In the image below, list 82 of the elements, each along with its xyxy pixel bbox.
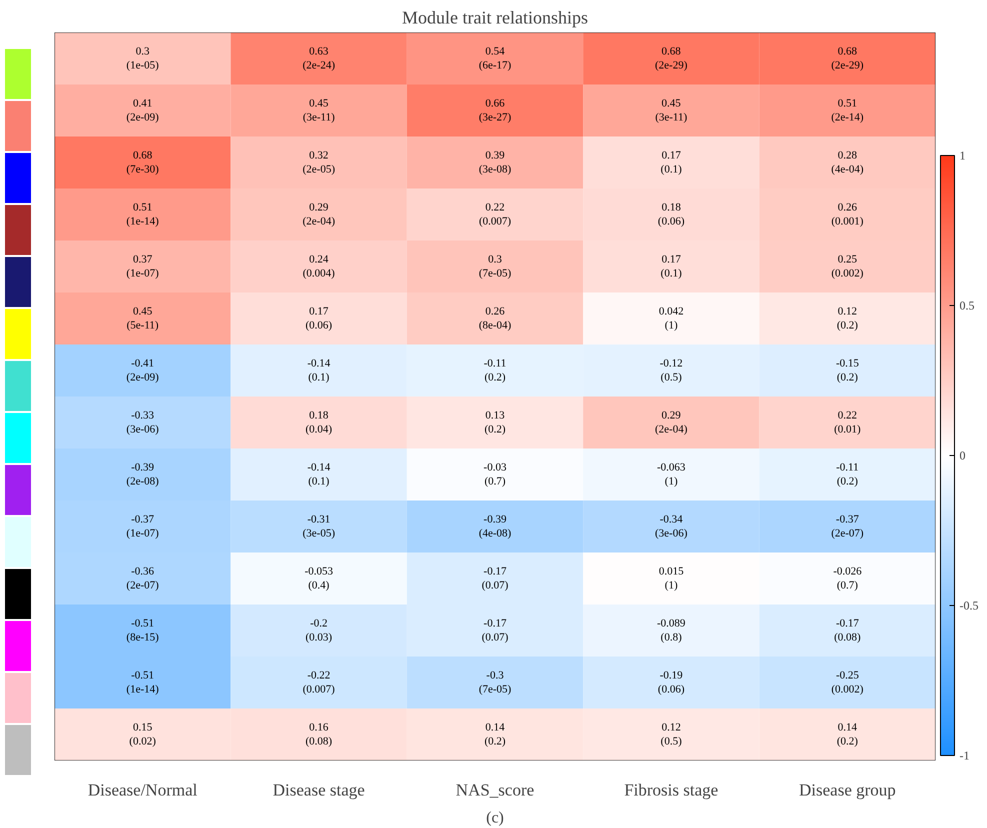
data-label: 0.41 (2e-09) (126, 97, 160, 124)
data-label: 0.25 (0.002) (831, 253, 864, 280)
data-label: -0.026 (0.7) (833, 565, 862, 592)
data-label: 0.3 (7e-05) (478, 253, 512, 280)
data-label: -0.37 (2e-07) (831, 513, 864, 540)
data-label: 0.17 (0.1) (660, 253, 682, 280)
data-label: 0.042 (1) (658, 305, 684, 332)
data-label: 0.37 (1e-07) (126, 253, 160, 280)
data-label: -0.41 (2e-09) (126, 357, 160, 384)
data-label: 0.17 (0.06) (306, 305, 332, 332)
data-label: -0.25 (0.002) (831, 669, 864, 696)
data-label: 0.39 (3e-08) (478, 149, 512, 176)
data-label: -0.37 (1e-07) (126, 513, 160, 540)
data-label: 0.14 (0.2) (484, 721, 506, 748)
data-label: 0.32 (2e-05) (302, 149, 336, 176)
data-label: -0.17 (0.07) (482, 617, 509, 644)
data-label: -0.03 (0.7) (484, 461, 507, 488)
color-bar-label: 1 (960, 148, 966, 162)
data-label: -0.39 (2e-08) (126, 461, 160, 488)
data-label: 0.68 (2e-29) (655, 45, 688, 72)
data-label: 0.26 (8e-04) (478, 305, 512, 332)
data-label: -0.22 (0.007) (302, 669, 336, 696)
color-bar-label: -0.5 (960, 598, 978, 612)
data-label: -0.14 (0.1) (307, 357, 331, 384)
data-label: 0.45 (3e-11) (302, 97, 336, 124)
data-label: -0.2 (0.03) (306, 617, 332, 644)
data-label: 0.28 (4e-04) (831, 149, 864, 176)
data-label: 0.68 (7e-30) (126, 149, 160, 176)
data-label: -0.11 (0.2) (484, 357, 506, 384)
data-label: -0.33 (3e-06) (126, 409, 160, 436)
data-label: 0.24 (0.004) (302, 253, 336, 280)
data-label: -0.36 (2e-07) (126, 565, 160, 592)
text: (c) (486, 810, 504, 826)
data-label: 0.16 (0.08) (306, 721, 332, 748)
data-label: -0.51 (1e-14) (126, 669, 160, 696)
data-label: 0.12 (0.2) (836, 305, 858, 332)
data-label: 0.22 (0.007) (478, 201, 512, 228)
data-label: 0.13 (0.2) (484, 409, 506, 436)
data-label: -0.39 (4e-08) (478, 513, 512, 540)
data-label: 0.12 (0.5) (660, 721, 682, 748)
data-label: 0.18 (0.04) (306, 409, 332, 436)
color-bar-label: 0.5 (960, 298, 974, 312)
data-label: 0.51 (1e-14) (126, 201, 160, 228)
data-label: 0.15 (0.02) (129, 721, 156, 748)
data-label: -0.14 (0.1) (307, 461, 331, 488)
data-label: -0.3 (7e-05) (478, 669, 512, 696)
data-label: 0.54 (6e-17) (478, 45, 512, 72)
data-label: 0.51 (2e-14) (831, 97, 864, 124)
data-label: 0.14 (0.2) (836, 721, 858, 748)
color-bar-label: -1 (960, 748, 970, 762)
data-label: -0.11 (0.2) (836, 461, 859, 488)
data-label: 0.29 (2e-04) (655, 409, 688, 436)
data-label: -0.34 (3e-06) (655, 513, 688, 540)
x-tick-label: Disease stage (272, 780, 365, 800)
data-label: 0.45 (3e-11) (655, 97, 688, 124)
data-label: 0.29 (2e-04) (302, 201, 336, 228)
data-label: 0.22 (0.01) (834, 409, 862, 436)
data-label: 0.45 (5e-11) (126, 305, 159, 332)
data-label: -0.17 (0.08) (834, 617, 862, 644)
x-tick-label: Fibrosis stage (624, 780, 718, 800)
data-label: -0.063 (1) (656, 461, 686, 488)
data-label: -0.19 (0.06) (658, 669, 685, 696)
data-label: -0.31 (3e-05) (302, 513, 336, 540)
data-label: -0.053 (0.4) (304, 565, 334, 592)
data-label: 0.63 (2e-24) (302, 45, 336, 72)
data-label: -0.12 (0.5) (660, 357, 683, 384)
x-tick-label: Disease group (799, 780, 896, 800)
x-tick-label: Disease/Normal (88, 780, 198, 800)
data-label: 0.3 (1e-05) (126, 45, 160, 72)
chart-title: Module trait relationships (402, 8, 588, 28)
data-label: 0.015 (1) (658, 565, 684, 592)
data-label: -0.17 (0.07) (482, 565, 509, 592)
data-label: -0.51 (8e-15) (126, 617, 160, 644)
data-label: 0.17 (0.1) (660, 149, 682, 176)
data-label: 0.18 (0.06) (658, 201, 685, 228)
x-tick-label: NAS_score (456, 780, 534, 800)
data-label: -0.089 (0.8) (656, 617, 686, 644)
color-bar-label: 0 (960, 448, 966, 462)
data-label: 0.66 (3e-27) (478, 97, 512, 124)
data-label: 0.68 (2e-29) (831, 45, 864, 72)
data-label: 0.26 (0.001) (831, 201, 864, 228)
data-label: -0.15 (0.2) (836, 357, 860, 384)
